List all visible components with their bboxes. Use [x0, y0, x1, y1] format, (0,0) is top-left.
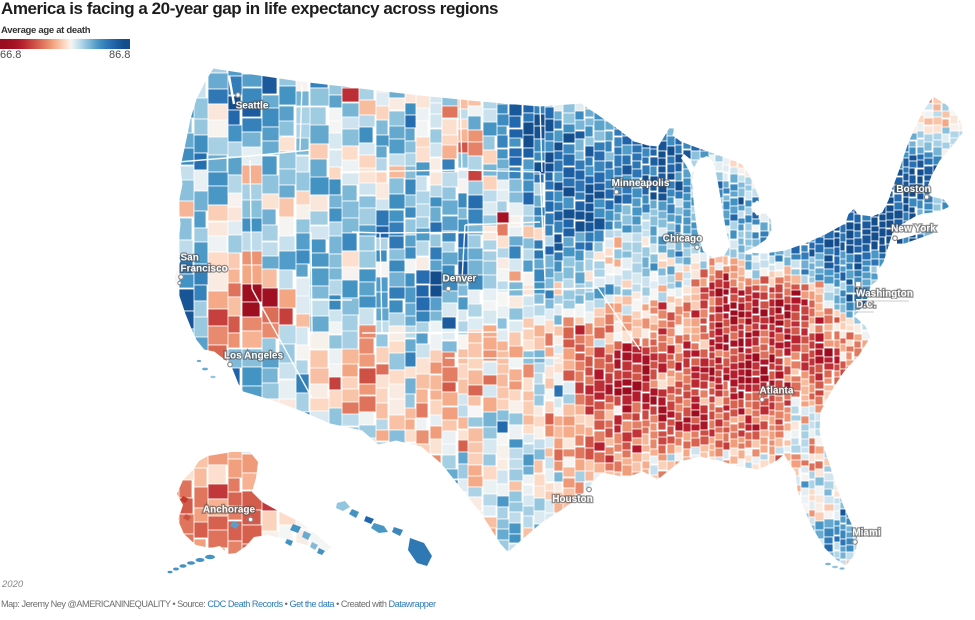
svg-text:Francisco: Francisco: [181, 264, 228, 275]
svg-text:Los Angeles: Los Angeles: [224, 351, 284, 362]
svg-text:Washington: Washington: [856, 289, 913, 300]
svg-text:Denver: Denver: [443, 274, 477, 285]
svg-text:San: San: [181, 253, 199, 264]
svg-text:New York: New York: [891, 224, 936, 235]
svg-text:Miami: Miami: [852, 528, 881, 539]
svg-text:Minneapolis: Minneapolis: [612, 178, 670, 189]
svg-text:Atlanta: Atlanta: [760, 386, 794, 397]
svg-text:D.C.: D.C.: [856, 300, 876, 311]
svg-text:Anchorage: Anchorage: [203, 505, 256, 516]
svg-text:Houston: Houston: [552, 494, 593, 505]
svg-text:Chicago: Chicago: [663, 234, 702, 245]
svg-text:Seattle: Seattle: [236, 101, 269, 112]
svg-text:Boston: Boston: [896, 184, 930, 195]
